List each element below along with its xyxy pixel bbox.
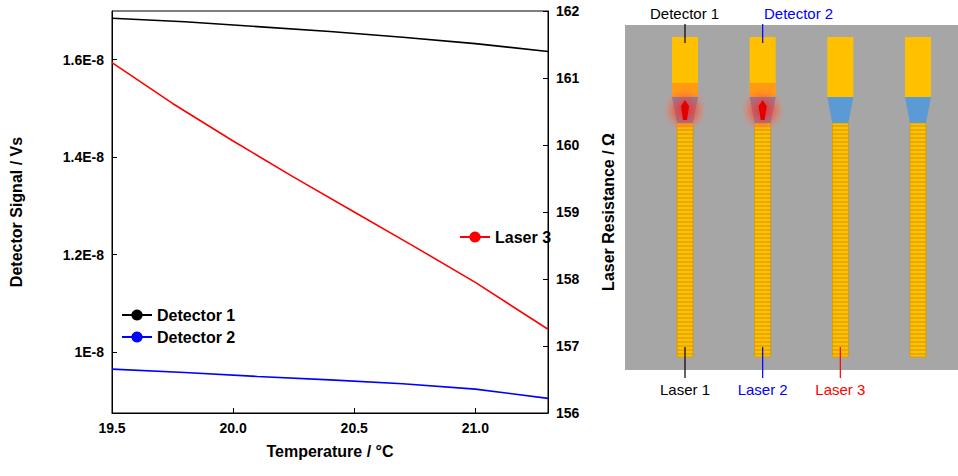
- svg-text:162: 162: [556, 3, 580, 19]
- svg-text:20.0: 20.0: [219, 420, 246, 436]
- svg-text:19.5: 19.5: [98, 420, 125, 436]
- svg-text:Laser 3: Laser 3: [815, 381, 865, 398]
- svg-text:Detector 1: Detector 1: [650, 5, 719, 22]
- svg-text:Detector 2: Detector 2: [764, 5, 833, 22]
- svg-text:21.0: 21.0: [462, 420, 489, 436]
- svg-text:160: 160: [556, 137, 580, 153]
- svg-text:Detector Signal / Vs: Detector Signal / Vs: [8, 137, 25, 287]
- svg-text:20.5: 20.5: [341, 420, 368, 436]
- svg-text:Detector 1: Detector 1: [157, 307, 235, 324]
- svg-text:Detector 2: Detector 2: [157, 329, 235, 346]
- svg-text:Laser 1: Laser 1: [660, 381, 710, 398]
- svg-text:Laser 3: Laser 3: [495, 229, 551, 246]
- svg-text:156: 156: [556, 405, 580, 421]
- svg-text:1.4E-8: 1.4E-8: [63, 149, 104, 165]
- svg-text:Temperature / °C: Temperature / °C: [266, 443, 393, 460]
- svg-text:Laser Resistance / Ω: Laser Resistance / Ω: [600, 133, 617, 291]
- svg-text:Laser 2: Laser 2: [738, 381, 788, 398]
- svg-text:1.2E-8: 1.2E-8: [63, 247, 104, 263]
- svg-text:1E-8: 1E-8: [74, 344, 104, 360]
- svg-text:161: 161: [556, 70, 580, 86]
- svg-text:157: 157: [556, 338, 580, 354]
- svg-text:159: 159: [556, 204, 580, 220]
- svg-text:1.6E-8: 1.6E-8: [63, 52, 104, 68]
- svg-text:158: 158: [556, 271, 580, 287]
